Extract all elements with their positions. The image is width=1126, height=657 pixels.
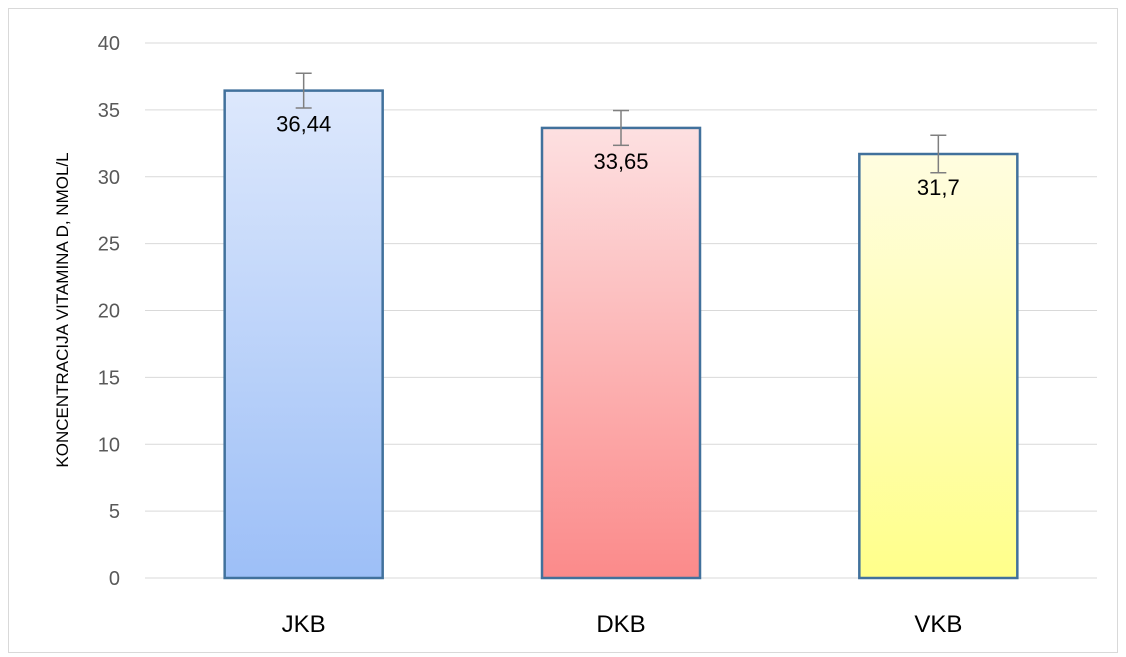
x-category-label: JKB <box>282 611 326 638</box>
error-bar <box>295 72 312 109</box>
data-label: 36,44 <box>276 112 331 137</box>
y-tick-label: 5 <box>109 501 120 523</box>
y-tick-label: 25 <box>98 234 120 256</box>
y-tick-label: 20 <box>98 301 120 323</box>
bar-dkb <box>540 126 702 580</box>
x-axis-categories: JKB DKB VKB <box>282 611 963 638</box>
y-tick-label: 10 <box>98 434 120 456</box>
y-tick-label: 0 <box>109 568 120 590</box>
error-bars <box>295 72 947 174</box>
error-bar <box>613 109 629 147</box>
x-category-label: VKB <box>914 611 962 638</box>
data-label: 31,7 <box>917 175 960 200</box>
bar-vkb <box>858 152 1019 580</box>
y-tick-label: 35 <box>98 100 120 122</box>
y-tick-label: 30 <box>98 167 120 189</box>
y-axis-label: KONCENTRACIJA VITAMINA D, NMOL/L <box>53 152 72 467</box>
data-labels: 36,44 33,65 31,7 <box>276 112 960 200</box>
x-category-label: DKB <box>596 611 645 638</box>
y-axis-ticks: 0 5 10 15 20 25 30 35 40 <box>98 33 120 590</box>
y-tick-label: 40 <box>98 33 120 55</box>
chart-frame <box>8 8 1118 653</box>
bar-jkb <box>223 89 384 580</box>
data-label: 33,65 <box>593 149 648 174</box>
y-tick-label: 15 <box>98 367 120 389</box>
error-bar <box>930 134 947 174</box>
